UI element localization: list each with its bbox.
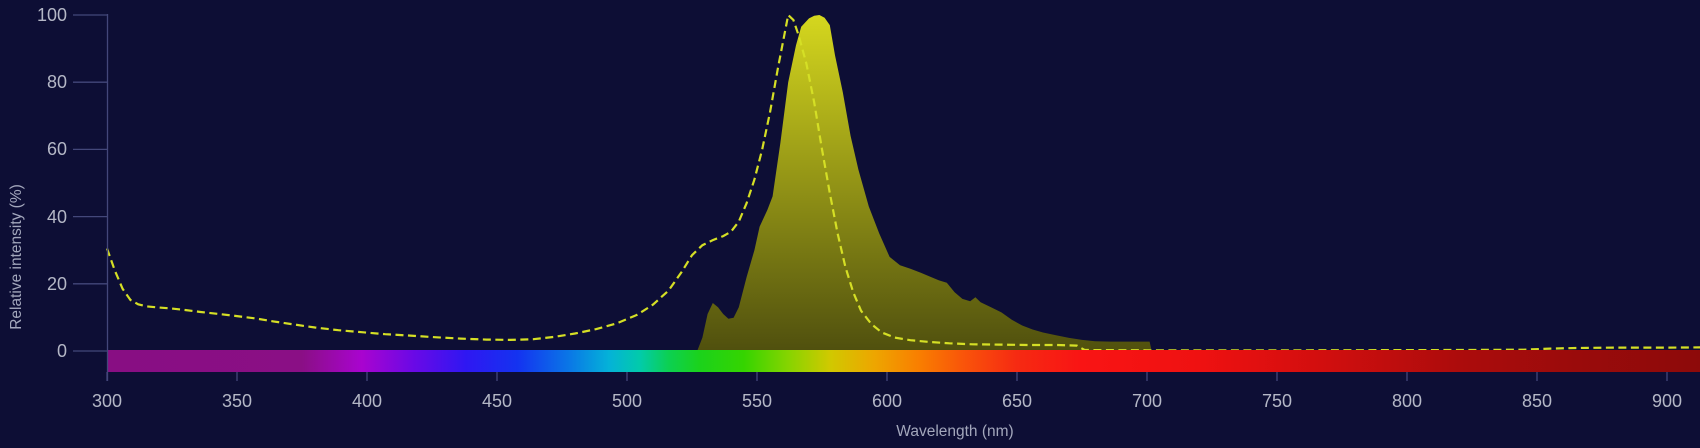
x-tick-label: 900 <box>1651 391 1683 411</box>
y-tick-label: 80 <box>46 72 67 93</box>
x-tick-label: 850 <box>1521 391 1553 411</box>
y-tick-label: 40 <box>46 206 67 227</box>
x-tick-label: 350 <box>221 391 253 411</box>
wavelength-spectrum-bar <box>107 350 1700 372</box>
axes <box>73 14 1668 381</box>
y-tick-label: 100 <box>36 5 67 25</box>
x-tick-label: 750 <box>1261 391 1293 411</box>
y-tick-label: 60 <box>46 139 67 160</box>
y-tick-label: 0 <box>56 341 67 361</box>
x-tick-label: 600 <box>871 391 903 411</box>
x-tick-label: 500 <box>611 391 643 411</box>
emission-area <box>697 15 1152 351</box>
y-axis-title: Relative intensity (%) <box>8 184 25 330</box>
x-tick-label: 650 <box>1001 391 1033 411</box>
x-tick-label: 550 <box>741 391 773 411</box>
x-tick-label: 400 <box>351 391 383 411</box>
x-tick-label: 300 <box>91 391 123 411</box>
x-tick-label: 450 <box>481 391 513 411</box>
excitation-curve <box>105 12 1700 352</box>
x-tick-label: 700 <box>1131 391 1163 411</box>
x-axis-title: Wavelength (nm) <box>896 423 1014 440</box>
x-tick-label: 800 <box>1391 391 1423 411</box>
y-tick-label: 20 <box>46 273 67 294</box>
